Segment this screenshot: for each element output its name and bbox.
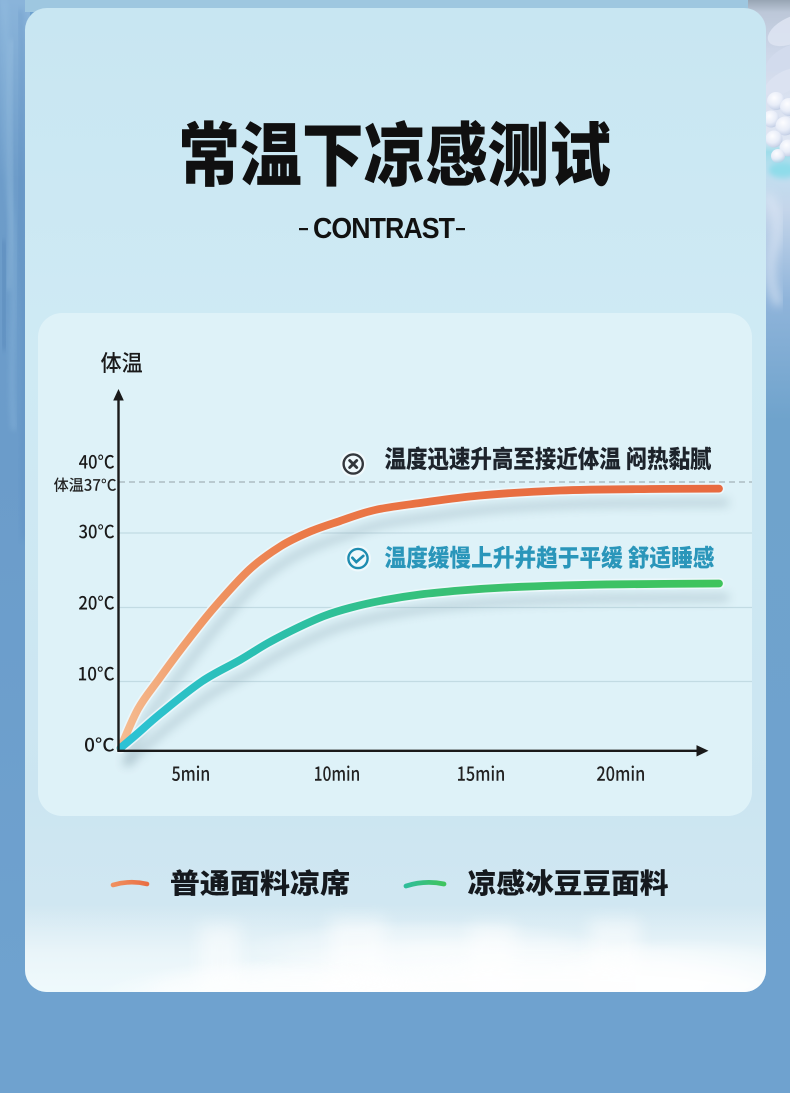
svg-text:CONTRAST: CONTRAST: [313, 213, 455, 245]
